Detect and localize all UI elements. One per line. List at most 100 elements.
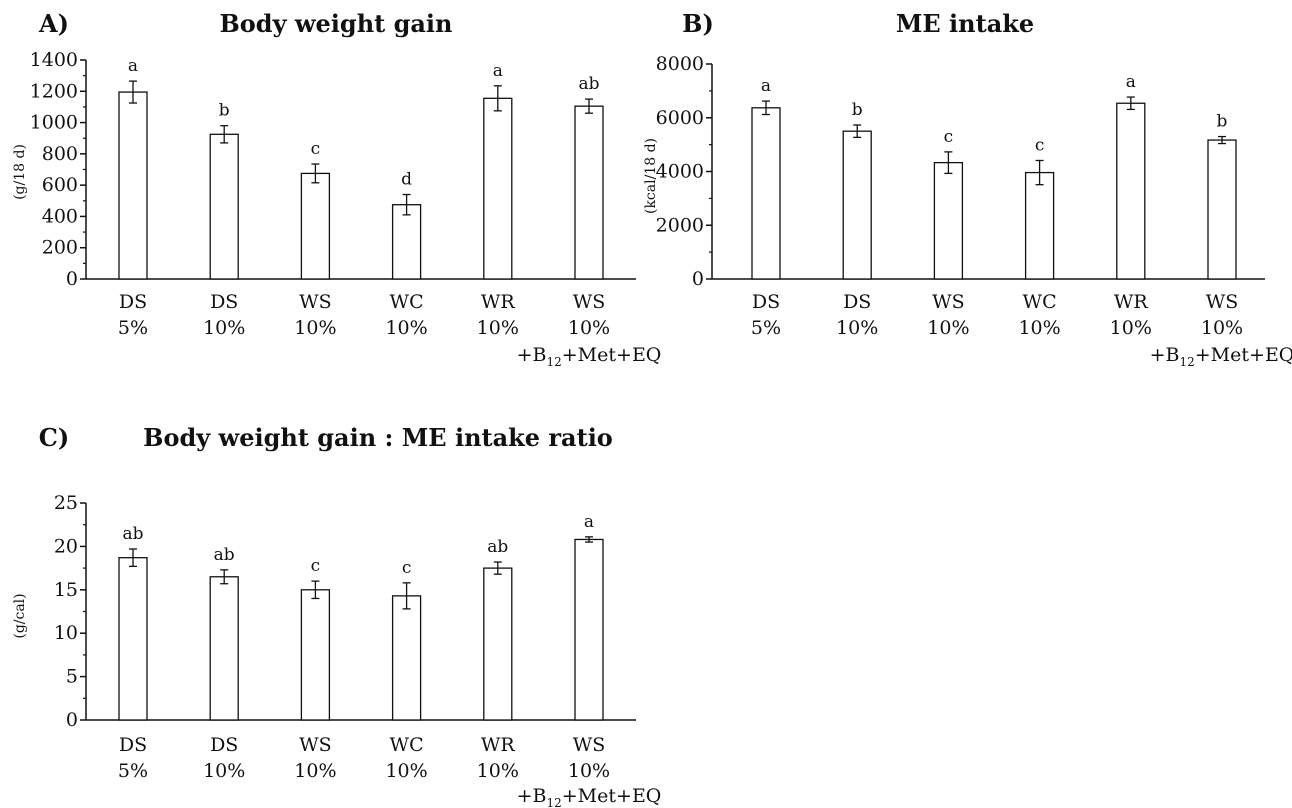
significance-letter: c bbox=[402, 558, 412, 578]
significance-letter: b bbox=[219, 101, 230, 121]
category-label: WR bbox=[481, 734, 516, 756]
significance-letter: c bbox=[311, 139, 321, 159]
y-tick-label: 200 bbox=[42, 237, 78, 259]
category-label: WS bbox=[299, 291, 332, 313]
y-axis-label: (g/cal) bbox=[12, 593, 28, 638]
category-label: DS bbox=[119, 734, 147, 756]
y-tick-label: 25 bbox=[54, 492, 78, 514]
bar bbox=[574, 538, 604, 721]
y-tick-label: 10 bbox=[54, 622, 78, 644]
chart-title: ME intake bbox=[896, 9, 1034, 38]
y-tick-label: 0 bbox=[692, 268, 704, 290]
chart-panel-2: B) ME intake (kcal/18 d) 0 2000 4000 6000 8000 a… bbox=[643, 9, 1292, 369]
significance-letter: a bbox=[761, 76, 771, 96]
significance-letter: d bbox=[401, 170, 412, 190]
category-label: WS bbox=[573, 734, 606, 756]
category-sublabel: 5% bbox=[118, 760, 148, 782]
category-sublabel: 10% bbox=[203, 760, 245, 782]
category-label: DS bbox=[752, 291, 780, 313]
category-label: WR bbox=[481, 291, 516, 313]
significance-letter: a bbox=[128, 56, 138, 76]
significance-letter: c bbox=[944, 127, 954, 147]
y-tick-label: 8000 bbox=[656, 53, 704, 75]
bar bbox=[842, 130, 872, 280]
panel-letter: A) bbox=[38, 9, 69, 38]
category-sublabel: 5% bbox=[751, 317, 781, 339]
y-tick-label: 600 bbox=[42, 174, 78, 196]
category-label: DS bbox=[210, 291, 238, 313]
significance-letter: ab bbox=[578, 74, 599, 94]
bar bbox=[391, 595, 422, 721]
significance-letter: ab bbox=[214, 545, 235, 565]
y-tick-label: 20 bbox=[54, 535, 78, 557]
supplement-label: +B12+Met+EQ bbox=[1150, 344, 1292, 369]
significance-letter: c bbox=[1035, 135, 1045, 155]
significance-letter: c bbox=[311, 556, 321, 576]
y-axis-label: (g/18 d) bbox=[12, 144, 28, 200]
category-sublabel: 10% bbox=[477, 760, 519, 782]
significance-letter: b bbox=[852, 100, 863, 120]
bar bbox=[1116, 102, 1146, 280]
panel-letter: C) bbox=[39, 423, 69, 452]
bar bbox=[300, 172, 331, 280]
panel-letter: B) bbox=[682, 9, 714, 38]
y-tick-label: 5 bbox=[66, 666, 78, 688]
chart-title: Body weight gain bbox=[220, 9, 453, 38]
category-sublabel: 10% bbox=[203, 317, 245, 339]
chart-title: Body weight gain : ME intake ratio bbox=[143, 423, 613, 452]
category-sublabel: 10% bbox=[568, 317, 610, 339]
category-sublabel: 10% bbox=[385, 760, 427, 782]
category-label: DS bbox=[119, 291, 147, 313]
category-sublabel: 10% bbox=[1110, 317, 1152, 339]
bar bbox=[118, 91, 148, 280]
bar bbox=[209, 576, 239, 721]
y-tick-label: 400 bbox=[42, 205, 78, 227]
category-label: WC bbox=[390, 291, 424, 313]
y-tick-label: 1000 bbox=[30, 112, 78, 134]
chart-panel-3: C) Body weight gain : ME intake ratio (g/c… bbox=[12, 423, 661, 808]
supplement-label: +B12+Met+EQ bbox=[517, 785, 662, 808]
y-tick-label: 1400 bbox=[30, 49, 78, 71]
category-sublabel: 10% bbox=[294, 760, 336, 782]
category-sublabel: 5% bbox=[118, 317, 148, 339]
category-label: DS bbox=[210, 734, 238, 756]
chart-panel-1: A) Body weight gain (g/18 d) 0 200 400 600 800 1… bbox=[12, 9, 661, 369]
y-tick-label: 6000 bbox=[656, 107, 704, 129]
y-tick-label: 1200 bbox=[30, 80, 78, 102]
category-sublabel: 10% bbox=[836, 317, 878, 339]
supplement-label: +B12+Met+EQ bbox=[517, 344, 662, 369]
bar bbox=[300, 589, 331, 721]
bar bbox=[118, 557, 148, 721]
category-label: DS bbox=[843, 291, 871, 313]
significance-letter: ab bbox=[122, 524, 143, 544]
y-tick-label: 4000 bbox=[656, 161, 704, 183]
bar bbox=[391, 204, 422, 280]
category-label: WC bbox=[390, 734, 424, 756]
significance-letter: a bbox=[584, 512, 594, 532]
category-sublabel: 10% bbox=[927, 317, 969, 339]
bar bbox=[1024, 171, 1055, 280]
category-sublabel: 10% bbox=[1018, 317, 1060, 339]
bar bbox=[574, 105, 604, 280]
y-tick-label: 15 bbox=[54, 579, 78, 601]
category-sublabel: 10% bbox=[477, 317, 519, 339]
bar bbox=[209, 133, 239, 280]
bar bbox=[751, 107, 781, 280]
category-label: WS bbox=[299, 734, 332, 756]
category-label: WS bbox=[1206, 291, 1239, 313]
category-sublabel: 10% bbox=[385, 317, 427, 339]
significance-letter: a bbox=[493, 61, 503, 81]
category-label: WR bbox=[1114, 291, 1149, 313]
y-tick-label: 800 bbox=[42, 143, 78, 165]
bar bbox=[483, 567, 513, 721]
y-tick-label: 0 bbox=[66, 709, 78, 731]
bar bbox=[933, 161, 964, 280]
y-tick-label: 2000 bbox=[656, 214, 704, 236]
significance-letter: ab bbox=[487, 537, 508, 557]
bar bbox=[1207, 139, 1237, 280]
category-label: WS bbox=[932, 291, 965, 313]
category-sublabel: 10% bbox=[1201, 317, 1243, 339]
y-tick-label: 0 bbox=[66, 268, 78, 290]
category-label: WC bbox=[1023, 291, 1057, 313]
